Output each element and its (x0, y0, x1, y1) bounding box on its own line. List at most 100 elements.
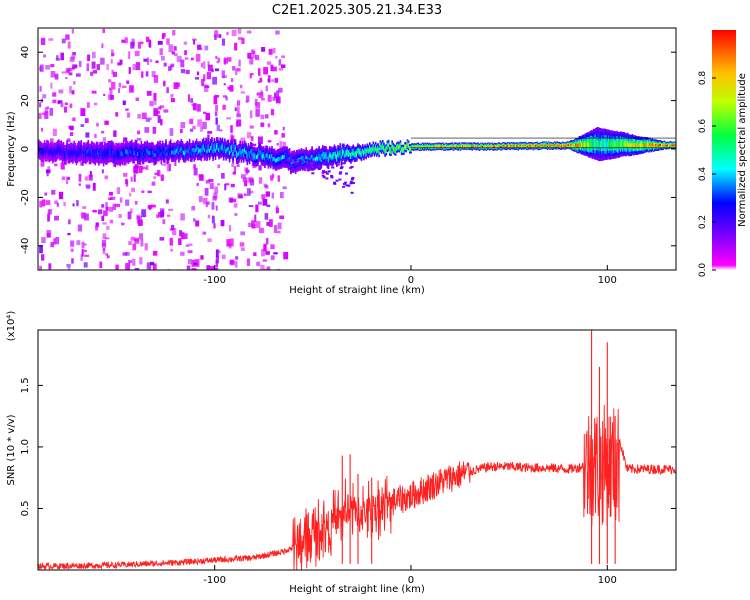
spectrogram-band-cell (204, 148, 206, 152)
spectrogram-band-cell (419, 146, 422, 148)
spectrogram-band-cell (492, 146, 495, 148)
spectrogram-noise-cell (277, 230, 281, 234)
spectrogram-band-cell (638, 143, 641, 148)
spectrogram-noise-cell (145, 165, 149, 170)
spectrogram-band-cell (456, 145, 458, 147)
spectrogram-noise-cell (109, 191, 113, 196)
spectrogram-tail-cell (330, 175, 334, 177)
spectrogram-noise-cell (281, 64, 286, 69)
spectrogram-noise-cell (152, 263, 157, 270)
spectrogram-band-cell (234, 146, 237, 151)
spectrogram-noise-cell (265, 251, 270, 255)
spectrogram-band-cell (372, 146, 375, 149)
spectrogram-band-cell (218, 148, 220, 152)
spectrogram-band-cell (83, 150, 86, 155)
spectrogram-noise-cell (229, 198, 233, 203)
spectrogram-noise-cell (44, 192, 48, 196)
spectrogram-noise-cell (118, 214, 122, 218)
spectrogram-band-cell (278, 157, 280, 162)
spectrogram-band-cell (581, 143, 583, 147)
snr-panel: 0.5 1.0 1.5 -100 0 100 Height of straight li… (6, 311, 677, 595)
spectrogram-band-cell (487, 145, 490, 147)
spectrogram-band-cell (39, 148, 41, 153)
spectrogram-noise-cell (276, 143, 279, 146)
colorbar-tick-label: 0.8 (698, 71, 708, 86)
spectrogram-noise-cell (236, 113, 241, 118)
spectrogram-noise-cell (47, 166, 51, 174)
spectrogram-tail-cell (311, 162, 315, 165)
spectrogram-noise-cell (267, 123, 271, 128)
spectrogram-band-cell (358, 150, 360, 153)
spectrogram-noise-cell (243, 193, 247, 196)
spectrogram-noise-cell (195, 53, 201, 62)
spectrogram-noise-cell (42, 112, 47, 115)
spectrogram-band-cell (418, 146, 420, 148)
spectrogram-noise-cell (63, 106, 68, 113)
spectrogram-noise-cell (257, 136, 263, 145)
spectrogram-noise-cell (106, 226, 110, 230)
spectrogram-noise-cell (185, 69, 190, 74)
spectrogram-noise-cell (170, 94, 174, 98)
spectrogram-band-cell (624, 142, 627, 147)
spectrogram-noise-cell (127, 211, 132, 220)
spectrogram-band-cell (558, 144, 561, 147)
spectrogram-noise-cell (152, 250, 158, 256)
spectrogram-noise-cell (109, 87, 112, 90)
colorbar-tick-label: 0.0 (698, 263, 708, 278)
spectrogram-band-cell (171, 150, 173, 155)
spectrogram-band-cell (520, 145, 523, 147)
spectrogram-band-cell (432, 146, 435, 148)
spectrogram-tail-cell (351, 176, 355, 179)
spectrogram-noise-cell (192, 125, 196, 130)
spectrogram-noise-cell (270, 64, 274, 72)
spectrogram-band-cell (493, 145, 496, 148)
spectrogram-band-cell (86, 150, 88, 155)
spectrogram-band-cell (82, 150, 85, 155)
spectrogram-noise-cell (266, 222, 270, 226)
spectrogram-tail-cell (313, 162, 317, 165)
spectrogram-noise-cell (43, 54, 46, 58)
spectrogram-band-cell (210, 146, 212, 150)
spectrogram-noise-cell (149, 40, 152, 48)
spectrogram-band-cell (112, 150, 114, 155)
spectrogram-band-cell (643, 143, 645, 147)
spectrogram-noise-cell (159, 48, 163, 56)
spectrogram-tail-cell (318, 166, 322, 169)
spectrogram-band-cell (344, 153, 346, 158)
spectrogram-noise-cell (174, 159, 177, 167)
spectrogram-noise-cell (261, 47, 266, 52)
spectrogram-band-cell (430, 146, 432, 148)
spectrogram-noise-cell (140, 238, 144, 247)
spectrogram-noise-cell (188, 243, 193, 246)
spectrogram-band-cell (319, 156, 322, 161)
spectrogram-noise-cell (101, 130, 105, 134)
spectrogram-band-cell (174, 150, 177, 155)
spectrogram-band-cell (629, 143, 631, 148)
spectrogram-noise-cell (67, 41, 71, 49)
spectrogram-band-cell (128, 149, 131, 155)
spectrogram-noise-cell (41, 199, 46, 207)
spectrogram-band-cell (346, 150, 349, 154)
spectrogram-noise-cell (170, 64, 173, 71)
spectrogram-noise-cell (72, 117, 76, 122)
spectrogram-band-cell (648, 143, 650, 147)
spectrogram-noise-cell (229, 224, 232, 232)
spectrogram-noise-cell (230, 183, 235, 188)
spectrogram-noise-cell (122, 252, 128, 256)
spectrogram-band-cell (55, 149, 58, 154)
spectrogram-band-cell (561, 145, 563, 147)
spectrogram-tail-cell (321, 174, 325, 177)
spectrogram-band-cell (75, 153, 78, 158)
spectrogram-noise-cell (282, 126, 285, 131)
spectrogram-noise-cell (157, 169, 161, 177)
spectrogram-band-cell (367, 150, 370, 153)
spectrogram-noise-cell (40, 37, 46, 46)
spectrogram-band-cell (205, 145, 207, 149)
spectrogram-noise-cell (96, 64, 100, 71)
spectrogram-noise-cell (105, 237, 110, 240)
spectrogram-noise-cell (213, 96, 218, 105)
spectrogram-noise-cell (183, 41, 188, 45)
spectrogram-noise-cell (196, 71, 200, 76)
spectrogram-band-cell (285, 154, 287, 160)
spectrogram-noise-cell (237, 193, 243, 199)
